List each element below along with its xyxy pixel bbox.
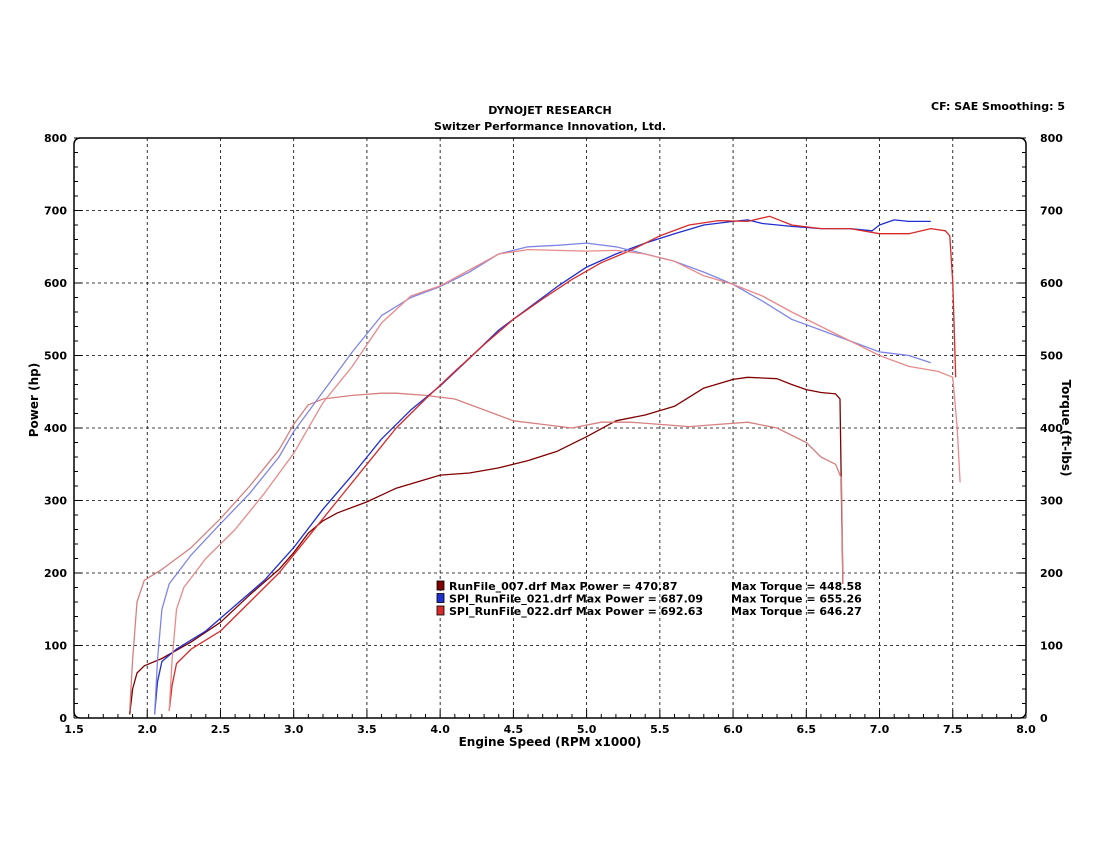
y-right-tick-label: 0 [1040, 712, 1048, 725]
chart-subtitle: Switzer Performance Innovation, Ltd. [434, 120, 666, 133]
x-tick-label: 3.0 [284, 723, 304, 736]
curve-torque [129, 392, 844, 711]
y-right-tick-label: 500 [1040, 350, 1063, 363]
chart-settings: CF: SAE Smoothing: 5 [931, 100, 1065, 113]
x-axis-label: Engine Speed (RPM x1000) [459, 735, 642, 749]
x-tick-label: 5.0 [577, 723, 597, 736]
x-tick-label: 2.5 [211, 723, 231, 736]
legend: RunFile_007.drf Max Power = 470.87 Max To… [436, 580, 862, 618]
y-left-tick-label: 600 [44, 277, 67, 290]
legend-torque: Max Torque = 655.26 [731, 593, 862, 606]
y-left-tick-label: 200 [44, 567, 67, 580]
legend-torque: Max Torque = 448.58 [731, 580, 862, 593]
y-right-tick-label: 200 [1040, 567, 1063, 580]
y-left-tick-label: 800 [44, 132, 67, 145]
legend-file: SPI_RunFile_022.drf Max Power = 692.63 [449, 605, 703, 618]
x-tick-labels: 1.5 2.0 2.5 3.0 3.5 4.0 4.5 5.0 5.5 6.0 6.5 7.0 7.5 8… [64, 723, 1036, 736]
curve-power [129, 376, 844, 715]
y-left-tick-label: 100 [44, 640, 67, 653]
y-left-tick-label: 0 [59, 712, 67, 725]
x-tick-label: 7.5 [943, 723, 963, 736]
x-tick-label: 2.0 [137, 723, 157, 736]
y-left-tick-label: 500 [44, 350, 67, 363]
y-right-tick-label: 600 [1040, 277, 1063, 290]
y-right-tick-label: 300 [1040, 495, 1063, 508]
curve-torque [168, 248, 961, 711]
y-left-tick-label: 400 [44, 422, 67, 435]
y-left-axis-label: Power (hp) [27, 363, 41, 437]
y-left-tick-label: 700 [44, 205, 67, 218]
y-right-tick-labels: 0 100 200 300 400 500 600 700 800 [1040, 132, 1063, 725]
y-right-tick-label: 400 [1040, 422, 1063, 435]
legend-torque: Max Torque = 646.27 [731, 605, 862, 618]
legend-file: SPI_RunFile_021.drf Max Power = 687.09 [449, 593, 703, 606]
legend-swatch [436, 605, 445, 616]
curves [129, 215, 961, 715]
x-tick-label: 5.5 [650, 723, 670, 736]
x-tick-label: 6.0 [723, 723, 743, 736]
x-tick-label: 3.5 [357, 723, 377, 736]
y-right-axis-label: Torque (ft-lbs) [1059, 380, 1073, 477]
legend-swatch [436, 593, 445, 603]
x-tick-label: 1.5 [64, 723, 84, 736]
legend-file: RunFile_007.drf Max Power = 470.87 [449, 580, 678, 593]
grid [74, 138, 1026, 718]
chart-title: DYNOJET RESEARCH [488, 104, 611, 117]
y-right-tick-label: 700 [1040, 205, 1063, 218]
y-left-tick-label: 300 [44, 495, 67, 508]
y-left-tick-labels: 0 100 200 300 400 500 600 700 800 [44, 132, 67, 725]
y-right-tick-label: 100 [1040, 640, 1063, 653]
legend-swatch [436, 580, 445, 591]
x-tick-label: 4.5 [504, 723, 524, 736]
x-tick-label: 4.0 [430, 723, 450, 736]
x-tick-label: 7.0 [870, 723, 890, 736]
tick-marks [73, 137, 1027, 719]
y-right-tick-label: 800 [1040, 132, 1063, 145]
x-tick-label: 8.0 [1016, 723, 1036, 736]
curve-power [168, 215, 957, 711]
x-tick-label: 6.5 [797, 723, 817, 736]
